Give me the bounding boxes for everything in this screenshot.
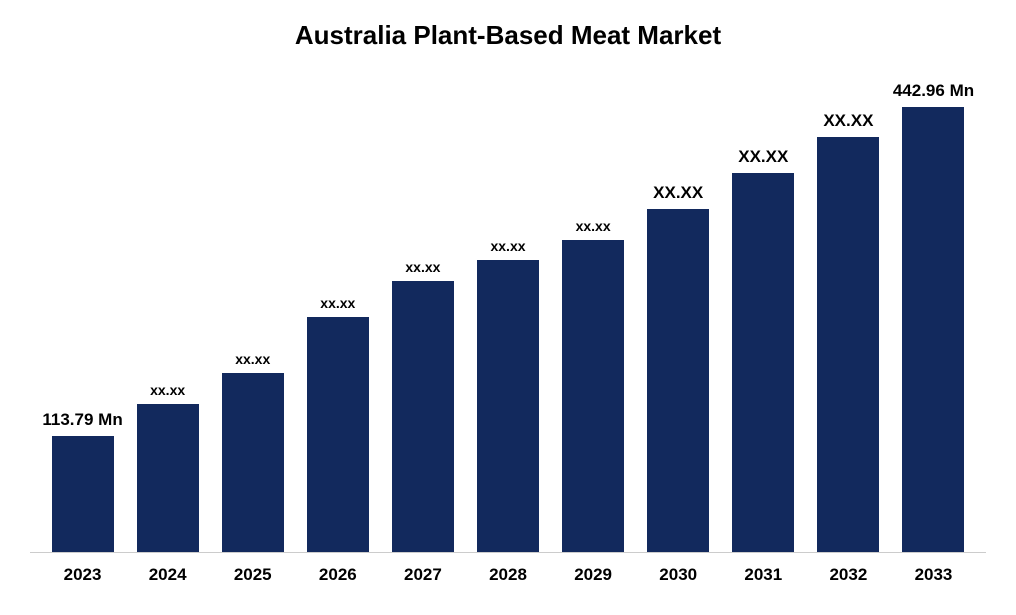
x-axis-label: 2029 bbox=[551, 565, 636, 585]
bar-value-label: xx.xx bbox=[235, 351, 270, 367]
bar-group: xx.xx bbox=[210, 81, 295, 552]
x-axis-label: 2023 bbox=[40, 565, 125, 585]
x-axis-label: 2030 bbox=[636, 565, 721, 585]
bar-group: 442.96 Mn bbox=[891, 81, 976, 552]
plot-area: 113.79 Mn xx.xx xx.xx xx.xx xx.xx xx.xx xx.xx X… bbox=[30, 81, 986, 553]
bar-value-label: xx.xx bbox=[490, 238, 525, 254]
x-axis-label: 2027 bbox=[380, 565, 465, 585]
x-axis-label: 2026 bbox=[295, 565, 380, 585]
bar-value-label: XX.XX bbox=[823, 111, 873, 131]
x-axis-label: 2028 bbox=[465, 565, 550, 585]
bar-group: xx.xx bbox=[125, 81, 210, 552]
bar bbox=[307, 317, 369, 553]
bar bbox=[647, 209, 709, 552]
bar-value-label: xx.xx bbox=[405, 259, 440, 275]
x-axis-label: 2025 bbox=[210, 565, 295, 585]
x-axis-label: 2032 bbox=[806, 565, 891, 585]
x-axis-label: 2033 bbox=[891, 565, 976, 585]
bar bbox=[732, 173, 794, 552]
bar-value-label: 442.96 Mn bbox=[893, 81, 974, 101]
bar bbox=[137, 404, 199, 552]
bar-group: xx.xx bbox=[465, 81, 550, 552]
x-axis-label: 2031 bbox=[721, 565, 806, 585]
x-axis-label: 2024 bbox=[125, 565, 210, 585]
bar bbox=[222, 373, 284, 552]
bar-value-label: xx.xx bbox=[320, 295, 355, 311]
bar bbox=[902, 107, 964, 552]
bar-group: xx.xx bbox=[295, 81, 380, 552]
bar bbox=[817, 137, 879, 552]
bar-chart: Australia Plant-Based Meat Market 113.79… bbox=[0, 0, 1016, 615]
bar bbox=[562, 240, 624, 552]
bar-value-label: xx.xx bbox=[150, 382, 185, 398]
x-axis: 2023202420252026202720282029203020312032… bbox=[30, 553, 986, 585]
chart-title: Australia Plant-Based Meat Market bbox=[30, 20, 986, 51]
bar-group: XX.XX bbox=[721, 81, 806, 552]
bar-value-label: 113.79 Mn bbox=[42, 410, 122, 430]
bar-group: XX.XX bbox=[636, 81, 721, 552]
bar-value-label: xx.xx bbox=[576, 218, 611, 234]
bar-group: 113.79 Mn bbox=[40, 81, 125, 552]
bar bbox=[477, 260, 539, 552]
bar bbox=[52, 436, 114, 553]
bar bbox=[392, 281, 454, 552]
bar-group: xx.xx bbox=[551, 81, 636, 552]
bar-group: xx.xx bbox=[380, 81, 465, 552]
bar-group: XX.XX bbox=[806, 81, 891, 552]
bar-value-label: XX.XX bbox=[738, 147, 788, 167]
bar-value-label: XX.XX bbox=[653, 183, 703, 203]
